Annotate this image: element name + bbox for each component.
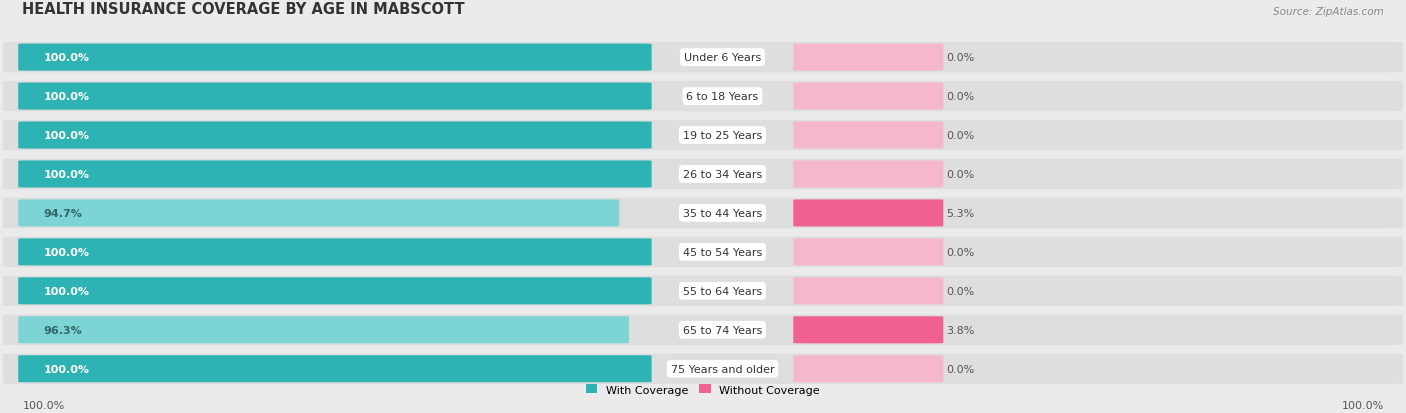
FancyBboxPatch shape — [18, 161, 651, 188]
FancyBboxPatch shape — [18, 200, 619, 227]
FancyBboxPatch shape — [793, 122, 943, 149]
Text: 100.0%: 100.0% — [44, 92, 89, 102]
FancyBboxPatch shape — [793, 45, 943, 71]
Text: 0.0%: 0.0% — [946, 131, 974, 141]
FancyBboxPatch shape — [3, 354, 1403, 384]
FancyBboxPatch shape — [793, 355, 943, 382]
Text: 75 Years and older: 75 Years and older — [671, 364, 775, 374]
FancyBboxPatch shape — [793, 316, 943, 344]
Text: 19 to 25 Years: 19 to 25 Years — [683, 131, 762, 141]
FancyBboxPatch shape — [18, 239, 651, 266]
FancyBboxPatch shape — [3, 315, 1403, 345]
Text: 100.0%: 100.0% — [22, 400, 65, 410]
FancyBboxPatch shape — [18, 278, 651, 305]
Text: 96.3%: 96.3% — [44, 325, 82, 335]
FancyBboxPatch shape — [18, 45, 651, 71]
Text: 26 to 34 Years: 26 to 34 Years — [683, 170, 762, 180]
FancyBboxPatch shape — [3, 121, 1403, 151]
FancyBboxPatch shape — [3, 237, 1403, 268]
FancyBboxPatch shape — [18, 122, 651, 149]
FancyBboxPatch shape — [3, 159, 1403, 190]
FancyBboxPatch shape — [793, 278, 943, 305]
FancyBboxPatch shape — [18, 355, 651, 382]
FancyBboxPatch shape — [18, 316, 628, 344]
Text: 100.0%: 100.0% — [44, 131, 89, 141]
Text: 94.7%: 94.7% — [44, 209, 82, 218]
Text: 0.0%: 0.0% — [946, 247, 974, 257]
Text: 100.0%: 100.0% — [44, 53, 89, 63]
Text: 6 to 18 Years: 6 to 18 Years — [686, 92, 758, 102]
Text: 100.0%: 100.0% — [44, 170, 89, 180]
FancyBboxPatch shape — [793, 239, 943, 266]
Text: 5.3%: 5.3% — [946, 209, 974, 218]
Text: 0.0%: 0.0% — [946, 170, 974, 180]
FancyBboxPatch shape — [3, 43, 1403, 73]
Text: 3.8%: 3.8% — [946, 325, 974, 335]
FancyBboxPatch shape — [3, 198, 1403, 229]
Text: 0.0%: 0.0% — [946, 92, 974, 102]
Legend: With Coverage, Without Coverage: With Coverage, Without Coverage — [582, 380, 824, 399]
Text: 0.0%: 0.0% — [946, 53, 974, 63]
Text: 100.0%: 100.0% — [44, 247, 89, 257]
FancyBboxPatch shape — [793, 161, 943, 188]
Text: 0.0%: 0.0% — [946, 364, 974, 374]
FancyBboxPatch shape — [793, 83, 943, 110]
Text: HEALTH INSURANCE COVERAGE BY AGE IN MABSCOTT: HEALTH INSURANCE COVERAGE BY AGE IN MABS… — [22, 2, 465, 17]
Text: 65 to 74 Years: 65 to 74 Years — [683, 325, 762, 335]
FancyBboxPatch shape — [3, 82, 1403, 112]
Text: 0.0%: 0.0% — [946, 286, 974, 296]
FancyBboxPatch shape — [3, 276, 1403, 306]
Text: Under 6 Years: Under 6 Years — [683, 53, 761, 63]
Text: 55 to 64 Years: 55 to 64 Years — [683, 286, 762, 296]
Text: Source: ZipAtlas.com: Source: ZipAtlas.com — [1272, 7, 1384, 17]
Text: 35 to 44 Years: 35 to 44 Years — [683, 209, 762, 218]
Text: 100.0%: 100.0% — [44, 364, 89, 374]
Text: 100.0%: 100.0% — [44, 286, 89, 296]
FancyBboxPatch shape — [793, 200, 943, 227]
Text: 100.0%: 100.0% — [1341, 400, 1384, 410]
Text: 45 to 54 Years: 45 to 54 Years — [683, 247, 762, 257]
FancyBboxPatch shape — [18, 83, 651, 110]
